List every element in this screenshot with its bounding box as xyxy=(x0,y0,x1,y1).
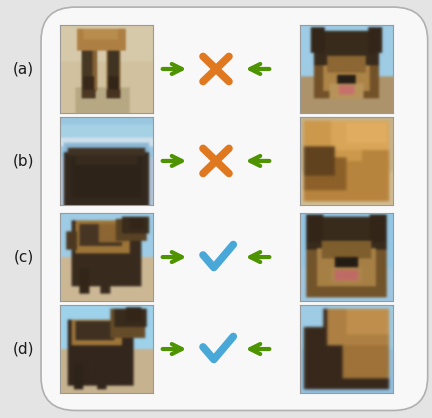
Text: (d): (d) xyxy=(13,342,35,357)
FancyBboxPatch shape xyxy=(41,7,428,410)
Text: (b): (b) xyxy=(13,153,35,168)
Text: (a): (a) xyxy=(13,61,34,76)
Text: (c): (c) xyxy=(14,250,34,265)
